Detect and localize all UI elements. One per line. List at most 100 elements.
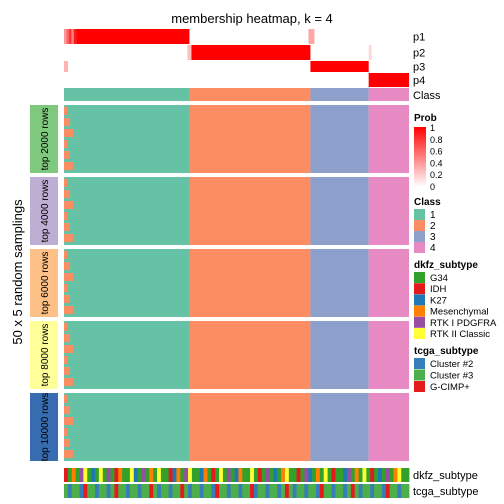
dkfz-subtype-cell	[389, 468, 394, 482]
tcga-subtype-track: tcga_subtype	[64, 484, 478, 498]
dkfz-subtype-cell	[362, 468, 367, 482]
membership-block-class-1	[64, 249, 190, 317]
tcga-subtype-cell	[67, 484, 73, 498]
membership-fragment	[64, 223, 70, 231]
legend-dkfz-swatch	[414, 283, 425, 295]
dkfz-subtype-cell	[95, 468, 100, 482]
dkfz-subtype-cell	[331, 468, 336, 482]
tcga-subtype-cell	[160, 484, 166, 498]
tcga-subtype-cell	[343, 484, 348, 498]
legend-tcga-label: G-CIMP+	[430, 382, 470, 393]
track-p4: p4	[64, 73, 425, 87]
membership-block-class-3	[310, 105, 369, 173]
tcga-subtype-cell	[246, 484, 251, 498]
tcga-subtype-cell	[393, 484, 398, 498]
tcga-subtype-cell	[118, 484, 123, 498]
tcga-subtype-cell	[106, 484, 111, 498]
prob-cell	[66, 29, 70, 44]
tcga-subtype-cell	[129, 484, 135, 498]
membership-block-class-2	[189, 249, 311, 317]
membership-fragment	[64, 450, 73, 458]
tcga-subtype-cell	[261, 484, 266, 498]
track-label-p1: p1	[413, 32, 425, 44]
tcga-subtype-cell	[188, 484, 193, 498]
legends: Prob10.80.60.40.20Class1234dkfz_subtypeG…	[414, 113, 497, 393]
dkfz-subtype-cell	[83, 468, 88, 482]
membership-fragment	[64, 356, 67, 364]
legend-tcga-label: Cluster #2	[430, 359, 473, 370]
dkfz-subtype-cell	[203, 468, 208, 482]
prob-cell	[64, 61, 68, 72]
membership-block-class-4	[368, 393, 409, 461]
dkfz-subtype-cell	[335, 468, 340, 482]
membership-block-class-1	[64, 393, 190, 461]
legend-tcga-subtype-title: tcga_subtype	[414, 346, 479, 357]
tcga-subtype-cell	[153, 484, 158, 498]
dkfz-subtype-cell	[106, 468, 111, 482]
dkfz-subtype-cell	[269, 468, 274, 482]
tcga-subtype-cell	[385, 484, 391, 498]
row-block: top 4000 rows	[30, 177, 409, 245]
track-p3: p3	[64, 61, 425, 74]
tcga-subtype-cell	[350, 484, 356, 498]
membership-fragment	[64, 234, 73, 242]
dkfz-subtype-cell	[354, 468, 360, 482]
membership-fragment	[64, 201, 73, 209]
prob-cell	[64, 29, 67, 44]
legend-prob-title: Prob	[414, 113, 437, 124]
tcga-subtype-cell	[199, 484, 204, 498]
legend-prob-tick: 0.2	[430, 170, 443, 180]
tcga-subtype-cell	[300, 484, 305, 498]
dkfz-subtype-cell	[114, 468, 119, 482]
tcga-subtype-cell	[133, 484, 139, 498]
track-p3-high-block	[310, 61, 369, 72]
tcga-subtype-cell	[312, 484, 317, 498]
tcga-subtype-cell	[102, 484, 108, 498]
dkfz-subtype-cell	[405, 468, 410, 482]
tcga-subtype-cell	[75, 484, 80, 498]
membership-fragment	[64, 323, 67, 331]
dkfz-subtype-cell	[327, 468, 332, 482]
legend-dkfz-swatch	[414, 305, 425, 317]
tcga-subtype-cell	[397, 484, 402, 498]
tcga-subtype-cell	[172, 484, 177, 498]
dkfz-subtype-cell	[374, 468, 379, 482]
dkfz-subtype-cell	[284, 468, 290, 482]
membership-fragment	[64, 107, 67, 115]
legend-prob-tick: 0.8	[430, 135, 443, 145]
membership-block-class-1	[64, 105, 190, 173]
dkfz-subtype-cell	[75, 468, 80, 482]
dkfz-subtype-cell	[273, 468, 278, 482]
tcga-subtype-cell	[211, 484, 216, 498]
dkfz-subtype-cell	[219, 468, 224, 482]
dkfz-subtype-cell	[300, 468, 305, 482]
membership-block-class-2	[189, 393, 311, 461]
legend-class-swatch	[414, 231, 425, 242]
prob-cell	[187, 45, 192, 60]
dkfz-subtype-cell	[141, 468, 146, 482]
legend-class-label: 1	[430, 210, 436, 221]
dkfz-subtype-cell	[339, 468, 344, 482]
legend-class-label: 3	[430, 232, 436, 243]
dkfz-subtype-cell	[250, 468, 255, 482]
legend-class-label: 2	[430, 221, 436, 232]
legend-class-title: Class	[414, 197, 441, 208]
dkfz-subtype-cell	[118, 468, 123, 482]
membership-block-class-3	[310, 393, 369, 461]
membership-block-class-4	[368, 321, 409, 389]
tcga-subtype-cell	[164, 484, 170, 498]
dkfz-subtype-cell	[238, 468, 243, 482]
dkfz-subtype-cell	[265, 468, 270, 482]
membership-fragment	[64, 212, 67, 220]
dkfz-subtype-cell	[180, 468, 185, 482]
dkfz-subtype-cell	[195, 468, 201, 482]
dkfz-subtype-cell	[350, 468, 356, 482]
legend-prob-tick: 0	[430, 182, 435, 192]
legend-dkfz-label: K27	[430, 295, 447, 306]
row-block-annotation	[30, 105, 58, 173]
membership-fragment	[64, 295, 70, 303]
tcga-subtype-cell	[122, 484, 127, 498]
prob-cell	[308, 29, 315, 44]
row-block-label: top 10000 rows	[40, 393, 51, 461]
